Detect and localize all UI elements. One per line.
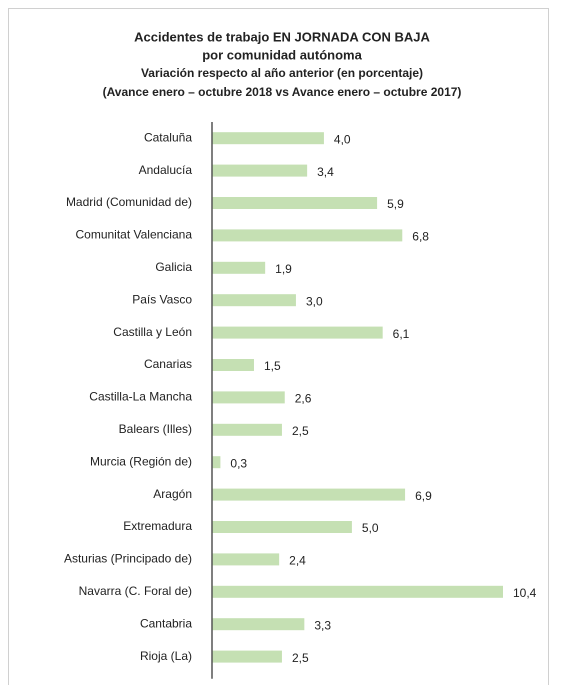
value-label: 2,5 bbox=[292, 651, 309, 665]
y-tick-label: Canarias bbox=[144, 357, 192, 371]
y-tick-label: Navarra (C. Foral de) bbox=[79, 584, 192, 598]
y-tick-label: Murcia (Región de) bbox=[90, 454, 192, 468]
bar bbox=[212, 229, 403, 242]
y-tick-label: Comunitat Valenciana bbox=[75, 228, 192, 242]
value-label: 1,5 bbox=[264, 359, 281, 373]
bar bbox=[212, 197, 378, 209]
y-tick-label: Rioja (La) bbox=[140, 649, 192, 663]
y-tick-label: Andalucía bbox=[139, 163, 193, 177]
value-label: 3,0 bbox=[306, 294, 323, 308]
value-label: 1,9 bbox=[275, 262, 292, 276]
chart-subtitle: (Avance enero – octubre 2018 vs Avance e… bbox=[103, 85, 462, 99]
value-label: 3,4 bbox=[317, 165, 334, 179]
y-tick-label: Asturias (Principado de) bbox=[64, 552, 192, 566]
value-label: 2,4 bbox=[289, 554, 306, 568]
value-label: 2,6 bbox=[295, 392, 312, 406]
chart-subtitle: Variación respecto al año anterior (en p… bbox=[141, 66, 423, 80]
bar bbox=[212, 261, 266, 274]
chart-title: por comunidad autónoma bbox=[202, 47, 362, 62]
chart-title: Accidentes de trabajo EN JORNADA CON BAJ… bbox=[134, 29, 430, 44]
y-tick-label: Galicia bbox=[155, 260, 192, 274]
value-label: 4,0 bbox=[334, 132, 351, 146]
value-label: 0,3 bbox=[230, 456, 247, 470]
bar bbox=[212, 359, 254, 371]
bar bbox=[212, 553, 280, 566]
y-tick-label: Cantabria bbox=[140, 616, 192, 630]
bar bbox=[212, 650, 282, 663]
y-tick-label: Castilla y León bbox=[113, 325, 192, 339]
y-tick-label: Cataluña bbox=[144, 130, 192, 144]
value-label: 2,5 bbox=[292, 424, 309, 438]
value-label: 3,3 bbox=[314, 618, 331, 632]
bar bbox=[212, 423, 282, 436]
y-tick-label: Madrid (Comunidad de) bbox=[66, 195, 192, 209]
value-label: 6,1 bbox=[393, 327, 410, 341]
bar bbox=[212, 132, 324, 145]
bar bbox=[212, 326, 383, 339]
y-tick-label: Castilla-La Mancha bbox=[89, 390, 192, 404]
y-tick-label: Balears (Illes) bbox=[119, 422, 192, 436]
bar bbox=[212, 391, 285, 404]
value-label: 5,0 bbox=[362, 521, 379, 535]
bar bbox=[212, 294, 296, 307]
bar bbox=[212, 521, 352, 533]
value-label: 5,9 bbox=[387, 197, 404, 211]
bar bbox=[212, 164, 308, 177]
frame bbox=[8, 8, 549, 685]
value-label: 10,4 bbox=[513, 586, 537, 600]
value-label: 6,9 bbox=[415, 489, 432, 503]
bar bbox=[212, 488, 406, 501]
bar bbox=[212, 618, 305, 631]
bar bbox=[212, 456, 221, 469]
bar bbox=[212, 585, 503, 598]
value-label: 6,8 bbox=[412, 230, 429, 244]
y-tick-label: Aragón bbox=[153, 487, 192, 501]
y-tick-label: Extremadura bbox=[123, 519, 192, 533]
y-tick-label: País Vasco bbox=[132, 292, 192, 306]
